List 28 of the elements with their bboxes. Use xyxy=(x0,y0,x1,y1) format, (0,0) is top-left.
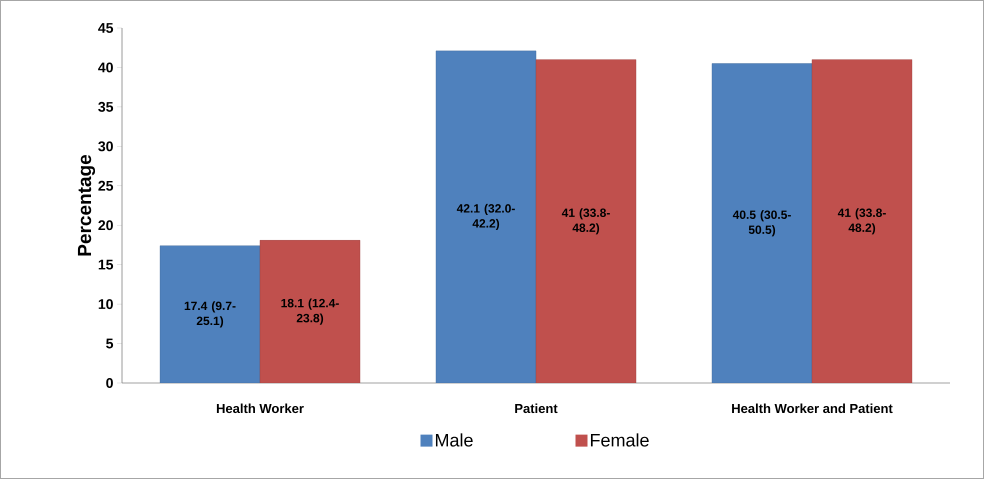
data-label: 41 (33.8-48.2) xyxy=(838,208,886,234)
bar xyxy=(160,246,260,383)
y-tick-label: 35 xyxy=(98,102,114,112)
bar xyxy=(536,59,636,383)
y-tick-label: 0 xyxy=(106,378,113,388)
bar xyxy=(712,63,812,383)
bar xyxy=(260,240,360,383)
y-tick-label: 45 xyxy=(98,23,114,33)
x-tick-label: Health Worker and Patient xyxy=(732,404,893,414)
y-tick-label: 25 xyxy=(98,180,114,191)
data-label: 17.4 (9.7-25.1) xyxy=(184,301,236,328)
bar xyxy=(812,59,912,383)
y-tick-label: 15 xyxy=(98,260,114,270)
y-tick-label: 10 xyxy=(98,299,113,310)
bar xyxy=(436,50,536,383)
data-label: 41 (33.8-48.2) xyxy=(562,208,610,234)
y-tick-label: 30 xyxy=(98,141,113,152)
y-tick-label: 5 xyxy=(106,338,114,348)
legend-label: Female xyxy=(590,433,649,447)
data-label: 18.1 (12.4-23.8) xyxy=(281,298,339,325)
x-tick-label: Health Worker xyxy=(216,404,304,414)
data-label: 42.1 (32.0-42.2) xyxy=(456,204,515,230)
data-label: 40.5 (30.5-50.5) xyxy=(732,210,791,236)
legend-label: Male xyxy=(436,433,473,447)
y-tick-label: 20 xyxy=(98,220,113,230)
y-tick-label: 40 xyxy=(98,62,113,72)
y-axis-title: Percentage xyxy=(78,154,96,256)
x-tick-label: Patient xyxy=(515,404,558,414)
